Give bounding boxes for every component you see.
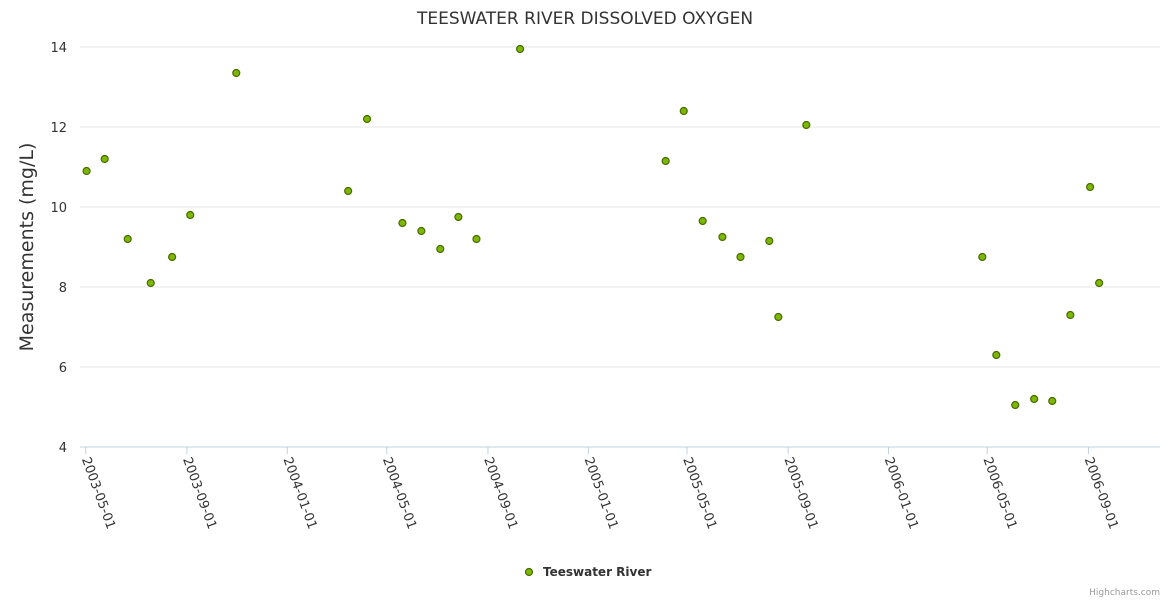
x-tick-label: 2006-05-01 bbox=[980, 455, 1020, 531]
y-gridlines bbox=[80, 46, 1160, 368]
data-point[interactable] bbox=[1011, 400, 1020, 410]
data-point[interactable] bbox=[146, 278, 155, 288]
data-point[interactable] bbox=[1085, 182, 1095, 192]
data-point[interactable] bbox=[1048, 396, 1057, 406]
data-point[interactable] bbox=[472, 234, 481, 244]
data-point[interactable] bbox=[765, 236, 774, 246]
data-point[interactable] bbox=[992, 350, 1001, 360]
x-tick-label: 2006-01-01 bbox=[881, 455, 921, 531]
data-point[interactable] bbox=[774, 312, 783, 322]
data-point[interactable] bbox=[515, 44, 525, 54]
y-tick-label: 8 bbox=[59, 281, 67, 296]
legend-item-teeswater-river[interactable]: Teeswater River bbox=[543, 565, 651, 579]
data-point[interactable] bbox=[978, 252, 987, 262]
x-axis-labels: 2003-05-01 2003-09-01 2004-01-01 2004-05-01… bbox=[78, 447, 1121, 531]
data-point[interactable] bbox=[661, 156, 670, 166]
data-point[interactable] bbox=[1030, 394, 1039, 404]
y-tick-label: 12 bbox=[50, 121, 67, 136]
x-tick-label: 2005-05-01 bbox=[679, 455, 719, 531]
data-point[interactable] bbox=[698, 216, 707, 226]
data-point[interactable] bbox=[1095, 278, 1104, 288]
data-point[interactable] bbox=[718, 232, 727, 242]
x-tick-label: 2005-09-01 bbox=[780, 455, 820, 531]
y-tick-label: 6 bbox=[59, 361, 67, 376]
data-point[interactable] bbox=[417, 226, 426, 236]
data-point[interactable] bbox=[679, 106, 688, 116]
data-point[interactable] bbox=[168, 252, 177, 262]
y-tick-label: 14 bbox=[50, 41, 67, 56]
x-tick-label: 2004-05-01 bbox=[379, 455, 419, 531]
legend[interactable]: Teeswater River bbox=[524, 565, 652, 579]
x-tick-label: 2006-09-01 bbox=[1081, 455, 1121, 531]
y-tick-label: 10 bbox=[50, 201, 67, 216]
data-point[interactable] bbox=[436, 244, 445, 254]
data-point[interactable] bbox=[398, 218, 407, 228]
y-tick-label: 4 bbox=[59, 441, 67, 456]
data-point[interactable] bbox=[123, 234, 132, 244]
chart-title: TEESWATER RIVER DISSOLVED OXYGEN bbox=[416, 9, 753, 29]
data-point[interactable] bbox=[344, 186, 353, 196]
series-teeswater-river[interactable] bbox=[82, 44, 1104, 410]
x-tick-label: 2004-01-01 bbox=[280, 455, 320, 531]
data-point[interactable] bbox=[802, 120, 811, 130]
credits-link[interactable]: Highcharts.com bbox=[1089, 588, 1160, 598]
data-point[interactable] bbox=[362, 114, 372, 124]
data-point[interactable] bbox=[186, 210, 195, 220]
x-tick-label: 2004-09-01 bbox=[480, 455, 520, 531]
data-point[interactable] bbox=[1066, 310, 1075, 320]
data-point[interactable] bbox=[82, 166, 91, 176]
y-axis-labels: 4 6 8 10 12 14 bbox=[50, 41, 67, 456]
data-point[interactable] bbox=[100, 154, 109, 164]
data-point[interactable] bbox=[736, 252, 745, 262]
x-tick-label: 2003-09-01 bbox=[179, 455, 219, 531]
data-point[interactable] bbox=[454, 212, 463, 222]
x-tick-label: 2005-01-01 bbox=[581, 455, 621, 531]
y-axis-title: Measurements (mg/L) bbox=[16, 143, 38, 352]
legend-marker-icon bbox=[524, 567, 534, 577]
data-point[interactable] bbox=[232, 68, 241, 78]
x-tick-label: 2003-05-01 bbox=[78, 455, 118, 531]
